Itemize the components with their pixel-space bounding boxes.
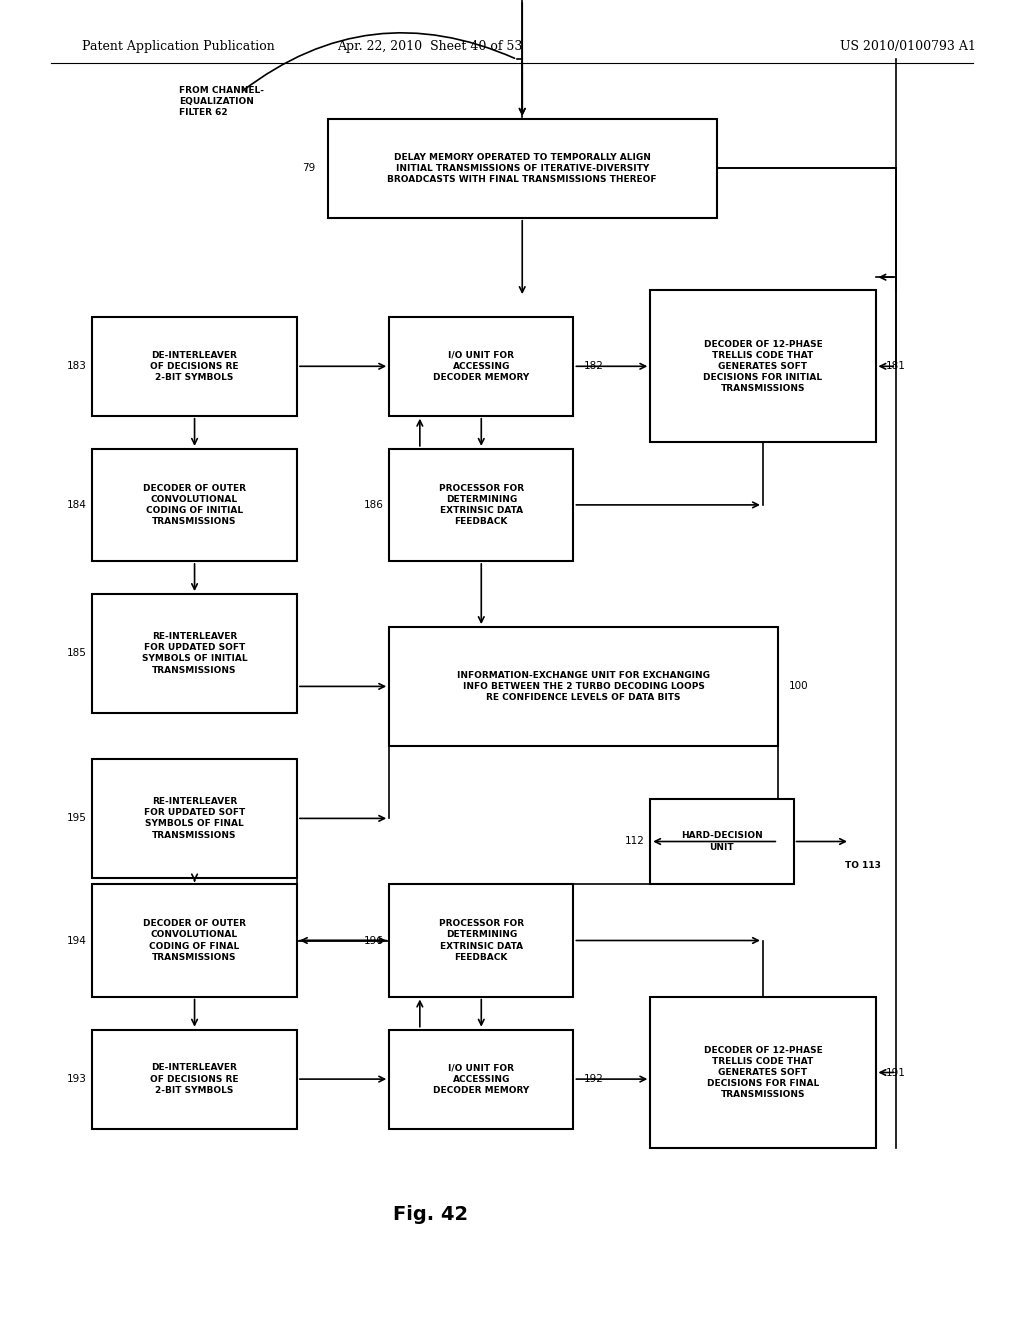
Text: Fig. 42: Fig. 42 [392, 1205, 468, 1224]
FancyBboxPatch shape [92, 317, 297, 416]
Text: US 2010/0100793 A1: US 2010/0100793 A1 [840, 40, 976, 53]
Text: I/O UNIT FOR
ACCESSING
DECODER MEMORY: I/O UNIT FOR ACCESSING DECODER MEMORY [433, 351, 529, 381]
FancyBboxPatch shape [92, 759, 297, 878]
Text: DE-INTERLEAVER
OF DECISIONS RE
2-BIT SYMBOLS: DE-INTERLEAVER OF DECISIONS RE 2-BIT SYM… [151, 351, 239, 381]
Text: 183: 183 [67, 362, 86, 371]
Text: 182: 182 [584, 362, 603, 371]
Text: DECODER OF OUTER
CONVOLUTIONAL
CODING OF INITIAL
TRANSMISSIONS: DECODER OF OUTER CONVOLUTIONAL CODING OF… [143, 483, 246, 527]
FancyBboxPatch shape [389, 884, 573, 997]
Text: RE-INTERLEAVER
FOR UPDATED SOFT
SYMBOLS OF INITIAL
TRANSMISSIONS: RE-INTERLEAVER FOR UPDATED SOFT SYMBOLS … [141, 632, 248, 675]
Text: 194: 194 [67, 936, 86, 945]
Text: DELAY MEMORY OPERATED TO TEMPORALLY ALIGN
INITIAL TRANSMISSIONS OF ITERATIVE-DIV: DELAY MEMORY OPERATED TO TEMPORALLY ALIG… [387, 153, 657, 183]
FancyBboxPatch shape [389, 449, 573, 561]
Text: 196: 196 [364, 936, 383, 945]
Text: 112: 112 [625, 837, 644, 846]
FancyBboxPatch shape [389, 627, 778, 746]
Text: 195: 195 [67, 813, 86, 824]
FancyBboxPatch shape [650, 290, 876, 442]
FancyBboxPatch shape [92, 594, 297, 713]
Text: Patent Application Publication: Patent Application Publication [82, 40, 274, 53]
Text: DECODER OF 12-PHASE
TRELLIS CODE THAT
GENERATES SOFT
DECISIONS FOR INITIAL
TRANS: DECODER OF 12-PHASE TRELLIS CODE THAT GE… [703, 339, 822, 393]
Text: 192: 192 [584, 1074, 603, 1084]
Text: TO 113: TO 113 [845, 861, 881, 870]
Text: 193: 193 [67, 1074, 86, 1084]
Text: 181: 181 [886, 362, 905, 371]
Text: 185: 185 [67, 648, 86, 659]
Text: I/O UNIT FOR
ACCESSING
DECODER MEMORY: I/O UNIT FOR ACCESSING DECODER MEMORY [433, 1064, 529, 1094]
FancyBboxPatch shape [650, 799, 794, 884]
FancyBboxPatch shape [92, 449, 297, 561]
FancyBboxPatch shape [389, 1030, 573, 1129]
FancyBboxPatch shape [92, 884, 297, 997]
Text: Apr. 22, 2010  Sheet 40 of 53: Apr. 22, 2010 Sheet 40 of 53 [337, 40, 523, 53]
Text: 100: 100 [788, 681, 808, 692]
Text: PROCESSOR FOR
DETERMINING
EXTRINSIC DATA
FEEDBACK: PROCESSOR FOR DETERMINING EXTRINSIC DATA… [438, 483, 524, 527]
Text: PROCESSOR FOR
DETERMINING
EXTRINSIC DATA
FEEDBACK: PROCESSOR FOR DETERMINING EXTRINSIC DATA… [438, 919, 524, 962]
FancyBboxPatch shape [328, 119, 717, 218]
FancyBboxPatch shape [92, 1030, 297, 1129]
Text: RE-INTERLEAVER
FOR UPDATED SOFT
SYMBOLS OF FINAL
TRANSMISSIONS: RE-INTERLEAVER FOR UPDATED SOFT SYMBOLS … [144, 797, 245, 840]
Text: DECODER OF OUTER
CONVOLUTIONAL
CODING OF FINAL
TRANSMISSIONS: DECODER OF OUTER CONVOLUTIONAL CODING OF… [143, 919, 246, 962]
Text: FROM CHANNEL-
EQUALIZATION
FILTER 62: FROM CHANNEL- EQUALIZATION FILTER 62 [179, 86, 264, 117]
Text: 184: 184 [67, 500, 86, 510]
Text: 191: 191 [886, 1068, 905, 1077]
Text: DE-INTERLEAVER
OF DECISIONS RE
2-BIT SYMBOLS: DE-INTERLEAVER OF DECISIONS RE 2-BIT SYM… [151, 1064, 239, 1094]
Text: HARD-DECISION
UNIT: HARD-DECISION UNIT [681, 832, 763, 851]
Text: 186: 186 [364, 500, 383, 510]
FancyBboxPatch shape [650, 997, 876, 1148]
Text: 79: 79 [302, 164, 315, 173]
FancyBboxPatch shape [389, 317, 573, 416]
Text: DECODER OF 12-PHASE
TRELLIS CODE THAT
GENERATES SOFT
DECISIONS FOR FINAL
TRANSMI: DECODER OF 12-PHASE TRELLIS CODE THAT GE… [703, 1045, 822, 1100]
Text: INFORMATION-EXCHANGE UNIT FOR EXCHANGING
INFO BETWEEN THE 2 TURBO DECODING LOOPS: INFORMATION-EXCHANGE UNIT FOR EXCHANGING… [457, 671, 711, 702]
